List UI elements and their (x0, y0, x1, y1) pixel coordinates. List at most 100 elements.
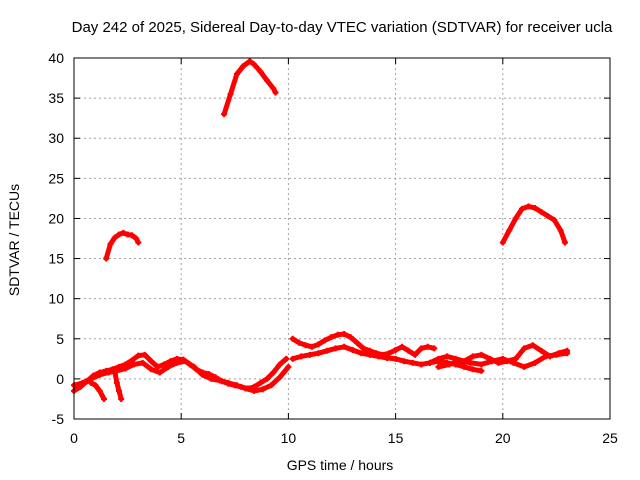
data-point (341, 343, 348, 350)
data-point (478, 351, 485, 358)
tick-layer: 0 5 10 15 20 25 -5 0 5 10 15 20 25 30 35 40 (48, 50, 618, 446)
data-point (302, 342, 309, 349)
data-point (88, 379, 95, 386)
data-point (529, 342, 536, 349)
data-point (358, 350, 365, 357)
data-point (538, 209, 545, 216)
data-point (116, 387, 123, 394)
data-point (263, 375, 270, 382)
data-point (531, 205, 538, 212)
data-point (107, 241, 114, 248)
y-tick-label: -5 (52, 411, 65, 427)
data-point (308, 343, 315, 350)
data-point (131, 361, 138, 368)
data-point (296, 339, 303, 346)
data-point (272, 89, 279, 96)
data-point (435, 363, 442, 370)
data-point (270, 369, 277, 376)
data-point (456, 358, 463, 365)
data-point (246, 58, 253, 65)
data-point (221, 111, 228, 118)
data-point (118, 395, 125, 402)
data-point (92, 382, 99, 389)
x-tick-label: 0 (70, 430, 78, 446)
data-point (349, 347, 356, 354)
data-point (225, 379, 232, 386)
data-point (392, 347, 399, 354)
data-point (392, 355, 399, 362)
y-tick-label: 5 (56, 331, 64, 347)
data-point (148, 366, 155, 373)
data-point (289, 335, 296, 342)
grid-layer (74, 58, 610, 419)
data-point (461, 363, 468, 370)
data-point (341, 330, 348, 337)
data-point (306, 351, 313, 358)
data-point (135, 352, 142, 359)
chart-title: Day 242 of 2025, Sidereal Day-to-day VTE… (72, 19, 613, 36)
data-point (512, 355, 519, 362)
data-point (289, 355, 296, 362)
data-point (553, 351, 560, 358)
y-tick-label: 10 (48, 291, 64, 307)
series-arc-evening-high (500, 203, 568, 245)
data-point (283, 355, 290, 362)
data-point (411, 351, 418, 358)
y-tick-label: 40 (48, 50, 64, 66)
data-point (173, 359, 180, 366)
data-point (386, 350, 393, 357)
data-point (399, 343, 406, 350)
x-tick-label: 20 (495, 430, 511, 446)
data-point (426, 359, 433, 366)
data-point (227, 91, 234, 98)
data-point (165, 363, 172, 370)
data-point (469, 366, 476, 373)
data-point (233, 382, 240, 389)
data-point (208, 375, 215, 382)
data-point (375, 353, 382, 360)
x-tick-label: 25 (602, 430, 618, 446)
data-point (135, 239, 142, 246)
data-point (564, 350, 571, 357)
data-point (141, 351, 148, 358)
data-point (551, 217, 558, 224)
data-point (103, 255, 110, 262)
data-point (240, 63, 247, 70)
data-point (444, 353, 451, 360)
data-point (154, 363, 161, 370)
series-layer (71, 58, 571, 402)
data-point (105, 369, 112, 376)
data-point (538, 347, 545, 354)
data-point (182, 358, 189, 365)
data-point (418, 361, 425, 368)
data-point (116, 231, 123, 238)
series-dip-near-one (88, 380, 107, 402)
data-point (276, 374, 283, 381)
data-point (251, 61, 258, 68)
data-point (122, 365, 129, 372)
data-point (557, 227, 564, 234)
data-point (360, 345, 367, 352)
data-point (506, 227, 513, 234)
data-point (323, 347, 330, 354)
data-point (111, 367, 118, 374)
data-point (321, 337, 328, 344)
data-point (354, 339, 361, 346)
data-point (270, 85, 277, 92)
data-point (128, 232, 135, 239)
data-point (347, 334, 354, 341)
data-point (257, 379, 264, 386)
plot-frame (73, 57, 611, 420)
series-arc-morning-peak (221, 58, 278, 117)
data-point (521, 345, 528, 352)
data-point (96, 387, 103, 394)
data-point (161, 361, 168, 368)
data-point (561, 239, 568, 246)
data-point (478, 367, 485, 374)
data-point (469, 353, 476, 360)
data-point (525, 203, 532, 210)
data-point (315, 341, 322, 348)
data-point (233, 71, 240, 78)
data-point (366, 351, 373, 358)
data-point (489, 358, 496, 365)
